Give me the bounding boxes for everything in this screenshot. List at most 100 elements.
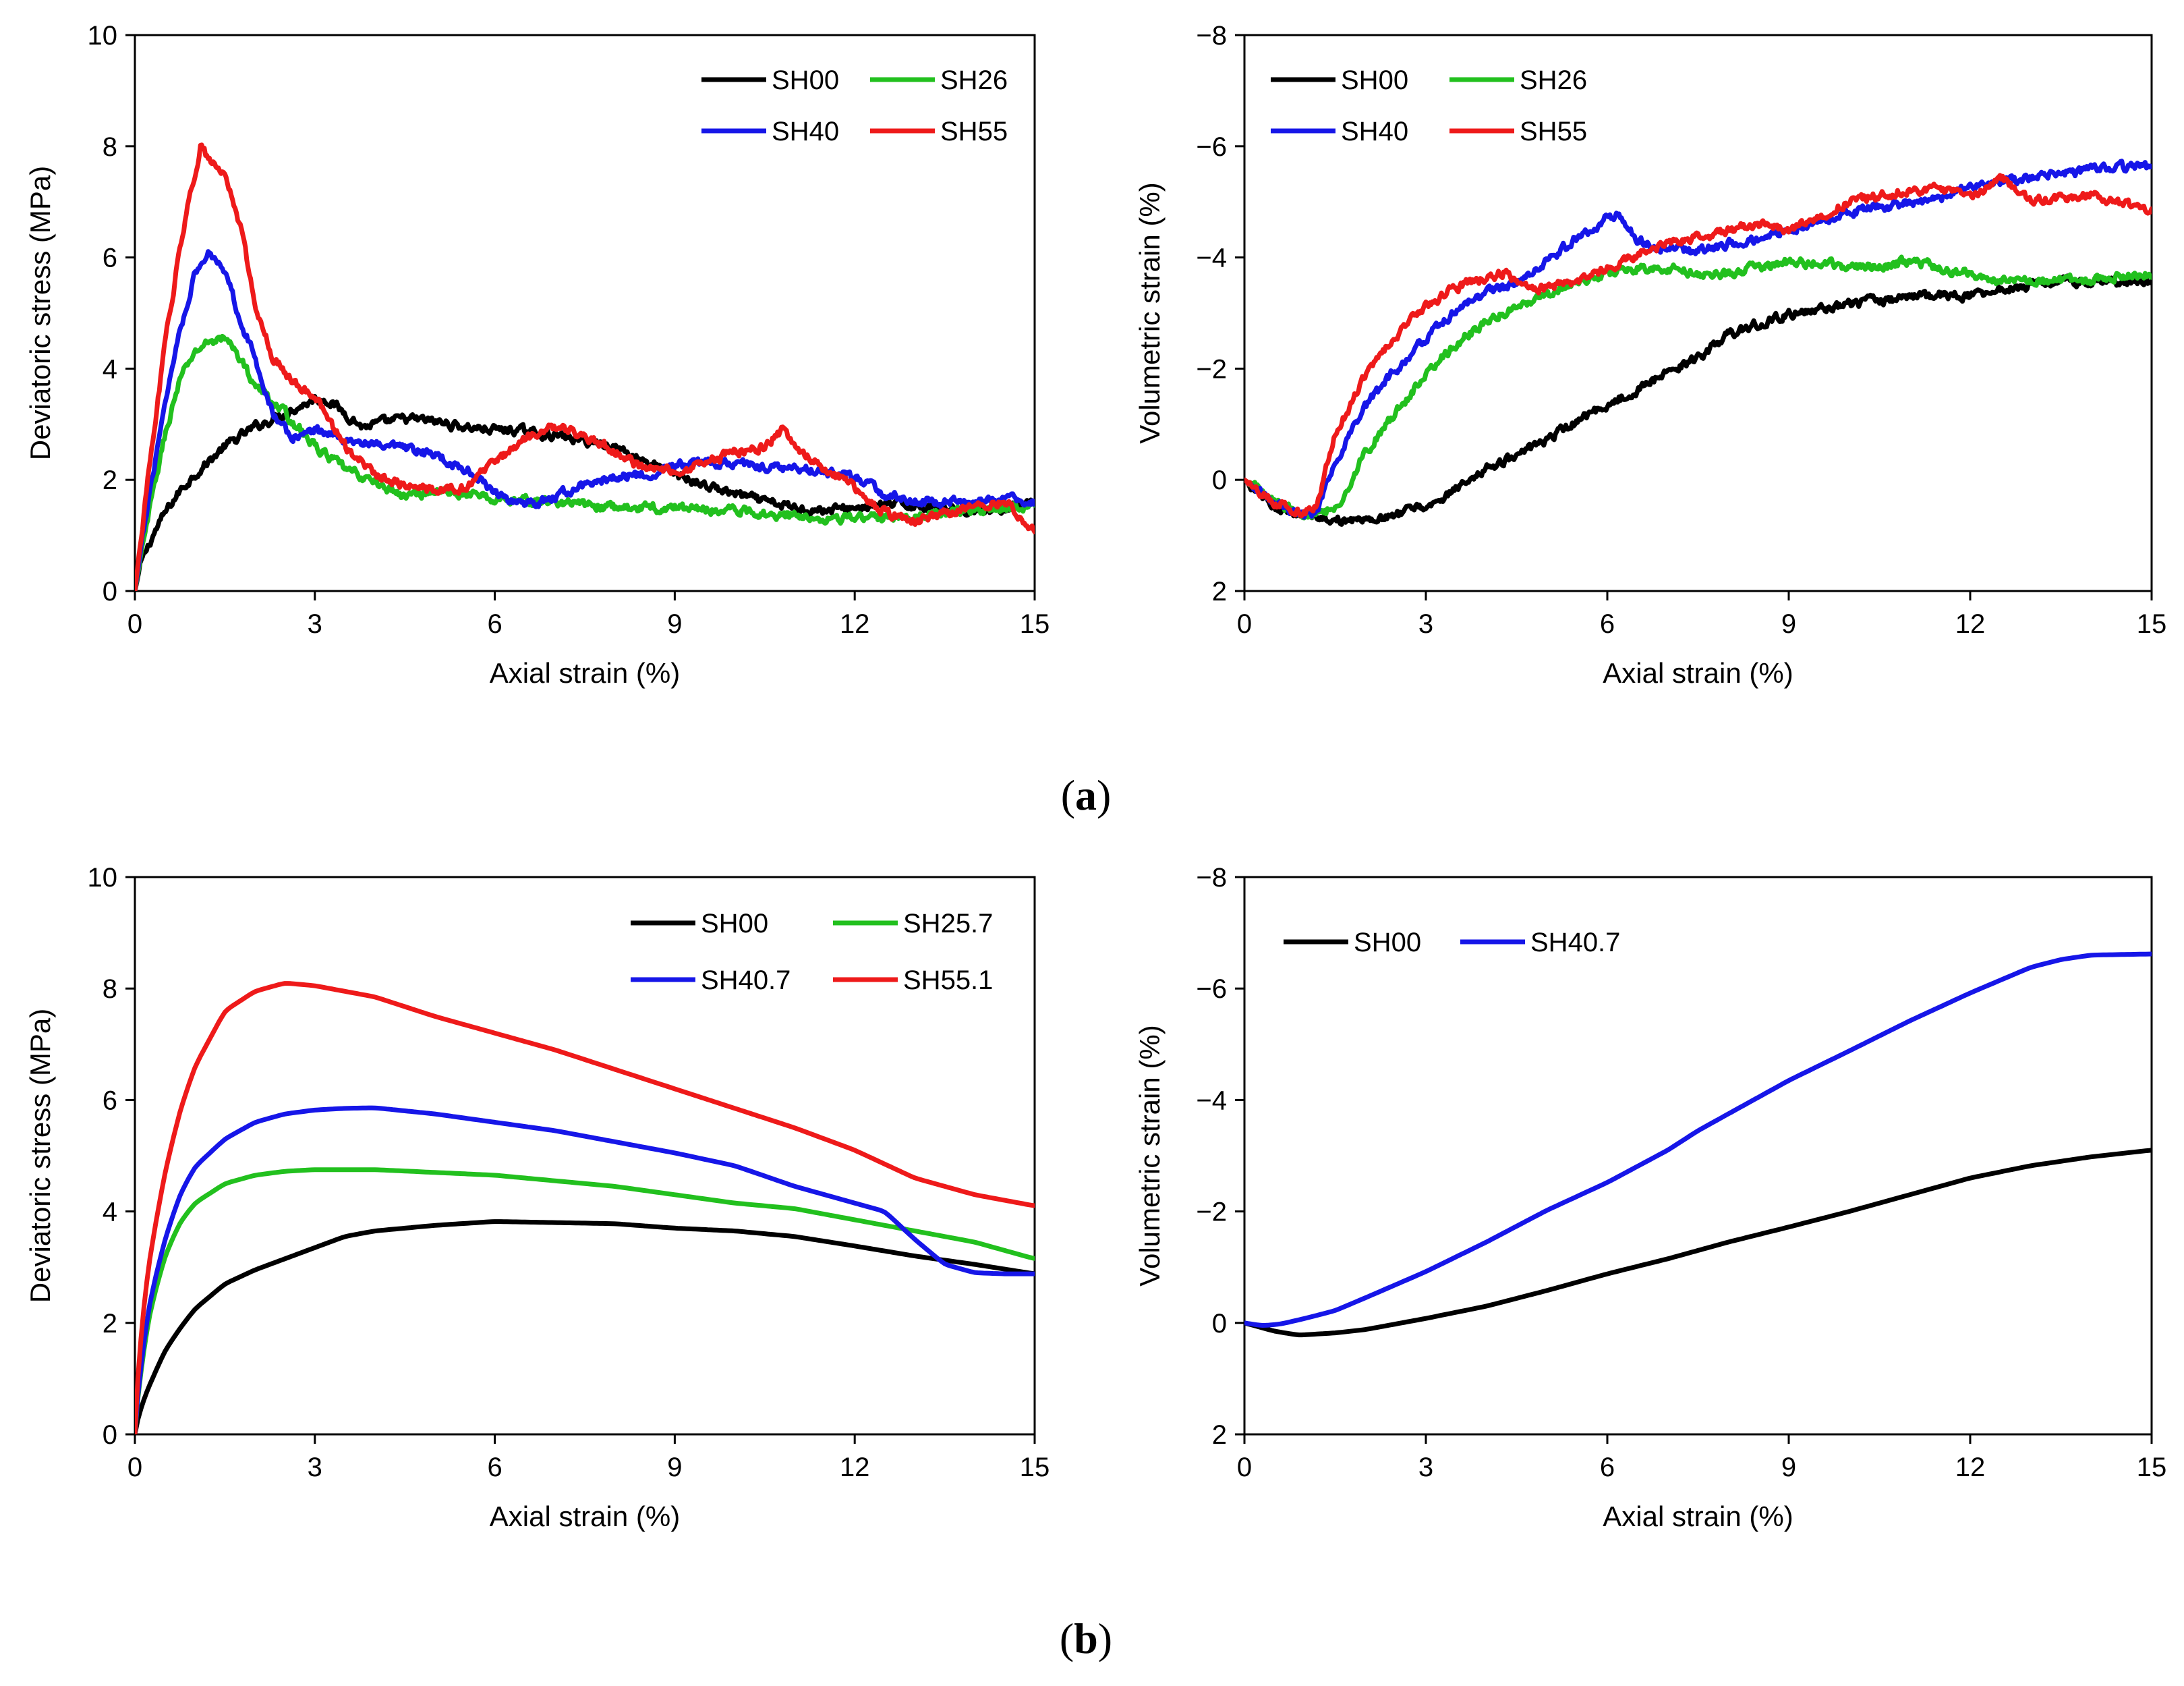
series-line-sh55 (1244, 173, 2152, 519)
x-tick-label: 0 (127, 1453, 142, 1482)
y-tick-label: 2 (1212, 577, 1227, 607)
y-tick-label: 8 (103, 974, 117, 1004)
plot-frame (134, 876, 1036, 1436)
y-tick-label: −8 (1196, 863, 1227, 893)
legend-label: SH40.7 (701, 965, 791, 995)
y-tick-label: 10 (88, 863, 118, 893)
y-tick-label: 4 (103, 354, 117, 384)
legend-label: SH40.7 (1530, 928, 1620, 957)
x-tick-label: 9 (1781, 609, 1796, 639)
y-tick-label: −4 (1196, 1086, 1227, 1115)
x-axis-label: Axial strain (%) (1603, 1500, 1793, 1532)
legend: SH00 SH26 SH40 SH55 (701, 65, 1008, 146)
x-axis-label: Axial strain (%) (490, 1500, 680, 1532)
x-tick-label: 6 (487, 609, 502, 639)
panel-label-a: (a) (1061, 771, 1112, 819)
y-tick-label: 4 (103, 1198, 117, 1227)
y-axis-label: Volumetric strain (%) (1134, 182, 1166, 443)
series-line-sh26 (1244, 254, 2152, 521)
panel-label-b-open: ( (1060, 1614, 1074, 1662)
legend-label: SH00 (772, 65, 839, 95)
series-line-sh40 (135, 249, 1035, 591)
panel-label-a-close: ) (1097, 771, 1111, 819)
y-tick-label: −2 (1196, 1198, 1227, 1227)
panel-label-b-close: ) (1098, 1614, 1112, 1662)
x-tick-label: 3 (1418, 1453, 1433, 1482)
y-tick-label: −6 (1196, 974, 1227, 1004)
x-tick-label: 6 (1600, 609, 1615, 639)
legend-label: SH55.1 (903, 965, 993, 995)
x-tick-label: 12 (840, 609, 870, 639)
y-tick-label: −8 (1196, 21, 1227, 51)
x-tick-label: 15 (2137, 1453, 2167, 1482)
series-line-sh00 (135, 394, 1035, 591)
panel-label-a-letter: a (1075, 771, 1097, 819)
x-tick-label: 15 (1020, 609, 1050, 639)
x-tick-label: 9 (1781, 1453, 1796, 1482)
y-axis-label: Deviatoric stress (MPa) (24, 1009, 56, 1303)
series-group (1244, 951, 2152, 1338)
x-tick-label: 12 (1955, 1453, 1986, 1482)
plot-frame (134, 34, 1036, 592)
y-tick-label: 0 (103, 1420, 117, 1450)
legend-label: SH00 (701, 909, 768, 938)
series-line-sh55-1 (135, 981, 1035, 1434)
plot-frame (1243, 876, 2153, 1436)
y-tick-label: 0 (103, 577, 117, 607)
x-tick-label: 0 (1237, 1453, 1252, 1482)
legend-label: SH26 (1520, 65, 1587, 95)
series-line-sh55 (135, 142, 1035, 591)
legend-label: SH00 (1341, 65, 1408, 95)
y-tick-label: 2 (103, 1309, 117, 1339)
series-line-sh26 (135, 333, 1035, 591)
y-tick-label: 0 (1212, 1309, 1227, 1339)
x-tick-label: 12 (840, 1453, 870, 1482)
y-tick-label: 6 (103, 244, 117, 273)
legend-label: SH26 (940, 65, 1008, 95)
y-axis-label: Deviatoric stress (MPa) (24, 166, 56, 460)
y-tick-label: −6 (1196, 132, 1227, 162)
x-tick-label: 9 (667, 1453, 682, 1482)
x-axis-label: Axial strain (%) (490, 657, 680, 689)
x-tick-label: 9 (667, 609, 682, 639)
x-tick-label: 6 (487, 1453, 502, 1482)
x-tick-label: 6 (1600, 1453, 1615, 1482)
panel-label-b: (b) (1060, 1614, 1112, 1662)
series-group (1244, 159, 2152, 527)
series-line-sh40-7 (135, 1105, 1035, 1434)
x-tick-label: 12 (1955, 609, 1986, 639)
y-tick-label: 8 (103, 132, 117, 162)
y-tick-label: 0 (1212, 466, 1227, 495)
x-tick-label: 15 (2137, 609, 2167, 639)
legend-label: SH40 (772, 117, 839, 146)
y-tick-label: −2 (1196, 354, 1227, 384)
legend: SH00 SH26 SH40 SH55 (1271, 65, 1587, 146)
series-line-sh40-7 (1244, 951, 2152, 1328)
y-tick-label: −4 (1196, 244, 1227, 273)
panel-label-a-open: ( (1061, 771, 1075, 819)
y-tick-label: 2 (103, 466, 117, 495)
y-axis-label: Volumetric strain (%) (1134, 1025, 1166, 1286)
series-line-sh00 (135, 1219, 1035, 1434)
series-line-sh00 (1244, 1148, 2152, 1338)
x-tick-label: 3 (1418, 609, 1433, 639)
x-tick-label: 0 (127, 609, 142, 639)
legend-label: SH55 (940, 117, 1008, 146)
x-tick-label: 15 (1020, 1453, 1050, 1482)
y-tick-label: 6 (103, 1086, 117, 1115)
legend-label: SH40 (1341, 117, 1408, 146)
x-tick-label: 3 (308, 609, 322, 639)
x-tick-label: 0 (1237, 609, 1252, 639)
legend-label: SH55 (1520, 117, 1587, 146)
legend: SH00 SH25.7 SH40.7 SH55.1 (631, 909, 993, 995)
legend: SH00 SH40.7 (1284, 928, 1620, 957)
chart-a-left: 0 3 6 9 12 15 0 2 4 6 8 10 Axial strain (%) Deviatori… (24, 21, 1050, 689)
chart-b-left: 0 3 6 9 12 15 0 2 4 6 8 10 Axial strain (%) Deviatori… (24, 863, 1050, 1532)
series-group (135, 981, 1035, 1434)
x-tick-label: 3 (308, 1453, 322, 1482)
y-tick-label: 2 (1212, 1420, 1227, 1450)
series-group (135, 142, 1035, 591)
